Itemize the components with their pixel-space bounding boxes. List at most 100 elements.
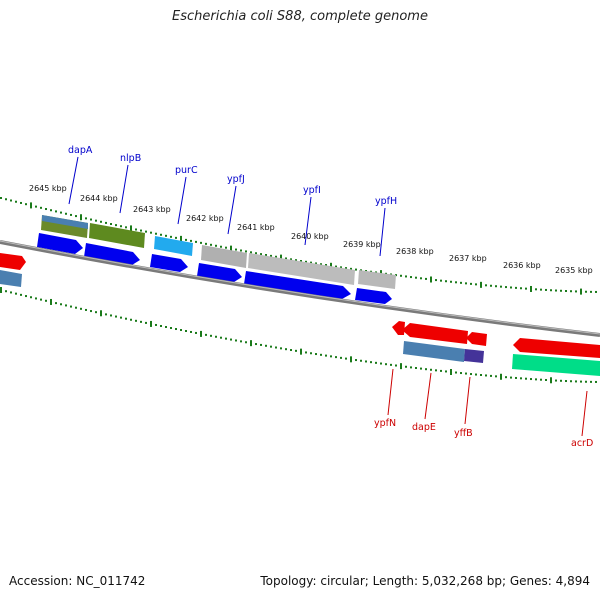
feature-block-nlpb[interactable] xyxy=(89,223,145,248)
minor-tick xyxy=(435,279,437,282)
minus-gene-labels xyxy=(387,368,588,437)
feature-block-yffb[interactable] xyxy=(464,349,484,363)
minor-tick xyxy=(290,349,292,352)
cds-arrow-yffb[interactable] xyxy=(466,332,487,346)
cds-arrow-ypfn[interactable] xyxy=(392,321,405,335)
minor-tick xyxy=(465,282,467,285)
minor-tick xyxy=(190,330,192,333)
minor-tick xyxy=(245,341,247,344)
major-tick xyxy=(430,276,432,283)
cds-arrow-dapa[interactable] xyxy=(37,233,83,254)
minor-tick xyxy=(270,345,272,348)
feature-block-ypfi[interactable] xyxy=(248,253,355,285)
minor-tick xyxy=(210,243,212,246)
major-tick xyxy=(300,348,302,355)
minor-tick xyxy=(275,255,277,258)
cds-arrow-purc[interactable] xyxy=(150,254,188,272)
scale-label: 2642 kbp xyxy=(186,214,224,223)
minor-tick xyxy=(475,283,477,286)
feature-block-ypfh[interactable] xyxy=(358,270,396,289)
minor-tick xyxy=(20,201,22,204)
minor-tick xyxy=(5,290,7,293)
cds-arrow-ypfj[interactable] xyxy=(197,263,242,282)
minor-tick xyxy=(510,376,512,379)
minor-tick xyxy=(170,235,172,238)
cds-arrow-acrd[interactable] xyxy=(513,338,600,358)
minor-tick xyxy=(555,289,557,292)
minor-tick xyxy=(585,290,587,293)
major-tick xyxy=(250,340,252,347)
scale-label: 2641 kbp xyxy=(237,223,275,232)
minor-tick xyxy=(350,267,352,270)
minor-tick xyxy=(195,331,197,334)
scale-label: 2637 kbp xyxy=(449,254,487,263)
cds-arrow-nlpb[interactable] xyxy=(84,243,140,265)
minor-tick xyxy=(520,377,522,380)
minor-tick xyxy=(105,221,107,224)
major-tick xyxy=(280,254,282,261)
major-tick xyxy=(550,377,552,384)
cds-arrow-offscreen-left[interactable] xyxy=(0,253,26,270)
inner-tick-ruler xyxy=(0,287,597,384)
minor-tick xyxy=(455,371,457,374)
minor-tick xyxy=(460,372,462,375)
minor-tick xyxy=(240,249,242,252)
gene-label-dapa[interactable]: dapA xyxy=(68,145,93,156)
minor-tick xyxy=(210,334,212,337)
gene-leader-ypfh xyxy=(379,207,386,257)
gene-label-dape[interactable]: dapE xyxy=(412,422,436,433)
minor-tick xyxy=(515,286,517,289)
minor-tick xyxy=(100,220,102,223)
major-tick xyxy=(180,235,182,242)
minor-tick xyxy=(420,367,422,370)
minor-tick xyxy=(185,238,187,241)
scale-label: 2645 kbp xyxy=(29,184,67,193)
major-tick xyxy=(450,368,452,375)
minor-tick xyxy=(460,281,462,284)
outer-tick-ruler xyxy=(0,197,597,295)
cds-arrow-ypfh[interactable] xyxy=(355,288,392,304)
minor-tick xyxy=(340,356,342,359)
minor-tick xyxy=(340,266,342,269)
minor-tick xyxy=(245,250,247,253)
gene-label-ypfh[interactable]: ypfH xyxy=(375,196,397,207)
minor-tick xyxy=(255,252,257,255)
minor-tick xyxy=(440,369,442,372)
minor-tick xyxy=(425,368,427,371)
gene-label-yffb[interactable]: yffB xyxy=(454,428,473,439)
minor-tick xyxy=(265,344,267,347)
minor-tick xyxy=(535,378,537,381)
minor-tick xyxy=(20,293,22,296)
cds-arrow-dape[interactable] xyxy=(402,323,468,344)
cds-block-offscreen-left[interactable] xyxy=(0,270,22,287)
minor-tick xyxy=(230,338,232,341)
major-tick xyxy=(80,214,82,221)
gene-label-ypfi[interactable]: ypfI xyxy=(303,185,321,196)
minor-tick xyxy=(65,212,67,215)
feature-block-acrd[interactable] xyxy=(512,354,600,376)
gene-label-purc[interactable]: purC xyxy=(175,165,198,176)
gene-label-ypfn[interactable]: ypfN xyxy=(374,418,396,429)
minor-tick xyxy=(545,288,547,291)
major-tick xyxy=(100,310,102,317)
feature-block-ypfj[interactable] xyxy=(201,245,247,268)
gene-label-nlpb[interactable]: nlpB xyxy=(120,153,141,164)
minor-tick xyxy=(180,329,182,332)
inner-feature-track xyxy=(403,341,600,376)
feature-block-dape[interactable] xyxy=(403,341,465,362)
minor-tick xyxy=(405,365,407,368)
cds-arrow-ypfi[interactable] xyxy=(244,271,351,299)
scale-label: 2643 kbp xyxy=(133,205,171,214)
gene-label-acrd[interactable]: acrD xyxy=(571,438,593,449)
minor-tick xyxy=(530,378,532,381)
minor-tick xyxy=(160,324,162,327)
minor-tick xyxy=(165,326,167,329)
gene-label-ypfj[interactable]: ypfJ xyxy=(227,174,245,185)
major-tick xyxy=(350,356,352,363)
minor-tick xyxy=(525,287,527,290)
minor-tick xyxy=(595,290,597,293)
feature-block-purc[interactable] xyxy=(154,236,193,256)
minor-tick xyxy=(445,280,447,283)
minor-tick xyxy=(35,205,37,208)
